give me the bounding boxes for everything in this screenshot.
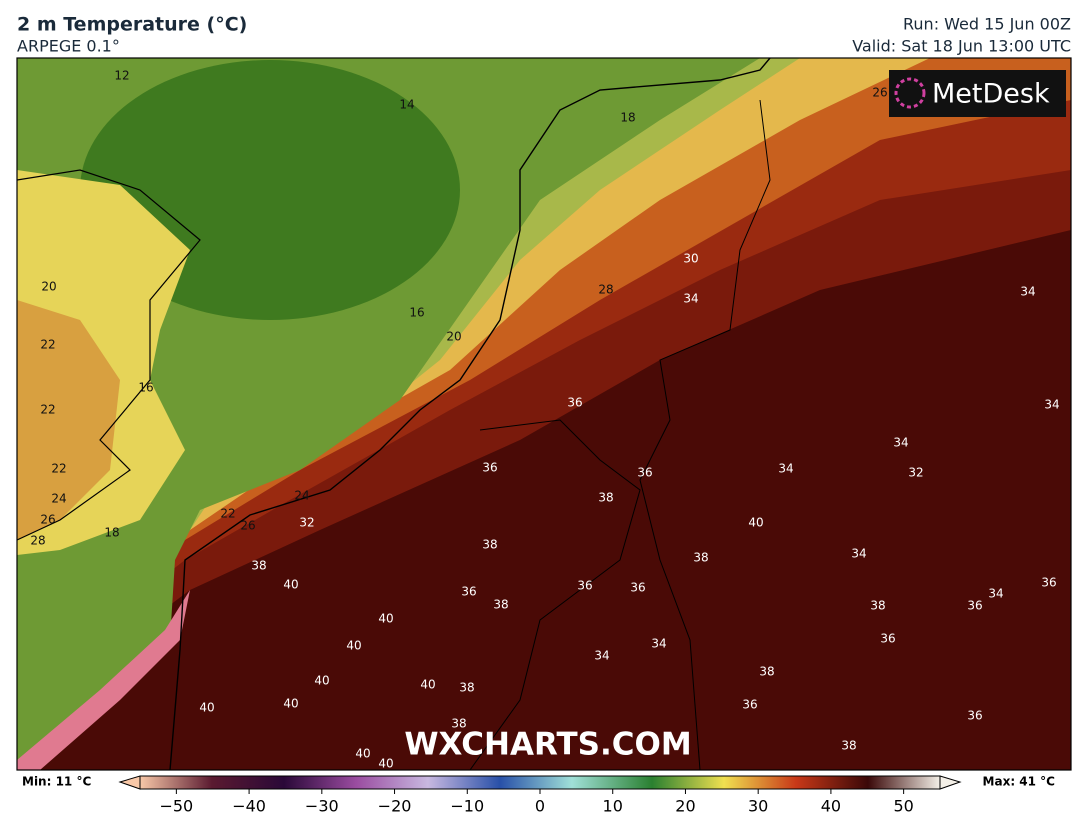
contour-label: 34 xyxy=(851,547,866,561)
contour-label: 36 xyxy=(461,585,476,599)
contour-label: 36 xyxy=(567,396,582,410)
contour-label: 36 xyxy=(577,579,592,593)
border xyxy=(469,419,641,770)
colorbar-tick-label: 50 xyxy=(893,797,913,816)
contour-label: 34 xyxy=(988,587,1003,601)
contour-label: 28 xyxy=(598,283,613,297)
contour-label: 34 xyxy=(683,292,698,306)
contour-label: 34 xyxy=(1020,285,1035,299)
contour-label: 34 xyxy=(893,436,908,450)
contour-label: 34 xyxy=(778,462,793,476)
colorbar-tick-label: 0 xyxy=(535,797,545,816)
colorbar-tick-label: −30 xyxy=(305,797,339,816)
contour-label: 36 xyxy=(630,581,645,595)
map-frame xyxy=(16,57,1072,771)
colorbar-tick-label: −50 xyxy=(159,797,193,816)
contour-label: 38 xyxy=(493,598,508,612)
contour-label: 32 xyxy=(299,516,314,530)
colorbar-arrow xyxy=(939,775,962,790)
contour-label: 38 xyxy=(482,538,497,552)
title: 2 m Temperature (°C) xyxy=(17,14,247,36)
contour-label: 38 xyxy=(598,491,613,505)
contour-label: 26 xyxy=(40,513,55,527)
contour-label: 28 xyxy=(30,534,45,548)
watermark: WXCHARTS.COM xyxy=(404,727,691,763)
contour-label: 14 xyxy=(399,98,414,112)
colorbar-tick-label: −10 xyxy=(450,797,484,816)
contour-label: 40 xyxy=(378,757,393,771)
contour-label: 36 xyxy=(482,461,497,475)
contour-label: 20 xyxy=(41,280,56,294)
colorbar xyxy=(139,775,941,790)
colorbar-tick-label: 10 xyxy=(603,797,623,816)
contour-label: 24 xyxy=(51,492,66,506)
contour-label: 40 xyxy=(378,612,393,626)
contour-label: 36 xyxy=(880,632,895,646)
contour-label: 32 xyxy=(908,466,923,480)
logo-icon xyxy=(894,77,926,109)
max-label: Max: 41 °C xyxy=(983,775,1056,789)
run-time: Run: Wed 15 Jun 00Z xyxy=(903,15,1071,34)
contour-label: 26 xyxy=(872,86,887,100)
contour-label: 38 xyxy=(251,559,266,573)
contour-label: 16 xyxy=(138,381,153,395)
coastline xyxy=(17,169,201,541)
contour-label: 34 xyxy=(1044,398,1059,412)
contour-label: 40 xyxy=(283,578,298,592)
min-label: Min: 11 °C xyxy=(22,775,91,789)
contour-label: 22 xyxy=(40,338,55,352)
contour-label: 16 xyxy=(409,306,424,320)
contour-label: 22 xyxy=(40,403,55,417)
contour-label: 38 xyxy=(459,681,474,695)
contour-label: 22 xyxy=(220,507,235,521)
contour-label: 40 xyxy=(355,747,370,761)
contour-label: 34 xyxy=(651,637,666,651)
logo-text: MetDesk xyxy=(932,79,1050,110)
coast-edge xyxy=(17,590,190,770)
land-warmer xyxy=(17,300,120,540)
colorbar-tick-label: −40 xyxy=(232,797,266,816)
contour-label: 34 xyxy=(594,649,609,663)
colorbar-tick-label: 40 xyxy=(821,797,841,816)
contour-label: 38 xyxy=(870,599,885,613)
contour-label: 38 xyxy=(841,739,856,753)
contour-label: 40 xyxy=(283,697,298,711)
contour-label: 22 xyxy=(51,462,66,476)
contour-label: 36 xyxy=(742,698,757,712)
colorbar-tick-label: −20 xyxy=(378,797,412,816)
coastline xyxy=(169,58,771,770)
map: 12 14 18 26 30 28 34 34 20 16 20 22 16 36 34 22 34 22 36 36… xyxy=(17,58,1071,771)
contour-label: 12 xyxy=(114,69,129,83)
contour-label: 24 xyxy=(294,489,309,503)
contour-label: 36 xyxy=(967,599,982,613)
colorbar-tick-label: 30 xyxy=(748,797,768,816)
border xyxy=(639,99,771,770)
subtitle: ARPEGE 0.1° xyxy=(17,37,120,56)
contour-label: 40 xyxy=(314,674,329,688)
colorbar-tick-label: 20 xyxy=(675,797,695,816)
contour-label: 36 xyxy=(967,709,982,723)
contour-label: 18 xyxy=(104,526,119,540)
valid-time: Valid: Sat 18 Jun 13:00 UTC xyxy=(852,37,1071,56)
contour-label: 20 xyxy=(446,330,461,344)
colorbar-arrow xyxy=(118,775,141,790)
contour-label: 38 xyxy=(759,665,774,679)
contour-label: 40 xyxy=(420,678,435,692)
contour-label: 40 xyxy=(199,701,214,715)
logo-box xyxy=(889,70,1066,117)
contour-label: 30 xyxy=(683,252,698,266)
contour-label: 18 xyxy=(620,111,635,125)
contour-label: 26 xyxy=(240,519,255,533)
contour-label: 38 xyxy=(693,551,708,565)
contour-label: 40 xyxy=(748,516,763,530)
contour-label: 36 xyxy=(637,466,652,480)
contour-label: 40 xyxy=(346,639,361,653)
contour-label: 36 xyxy=(1041,576,1056,590)
contour-label: 38 xyxy=(451,717,466,731)
